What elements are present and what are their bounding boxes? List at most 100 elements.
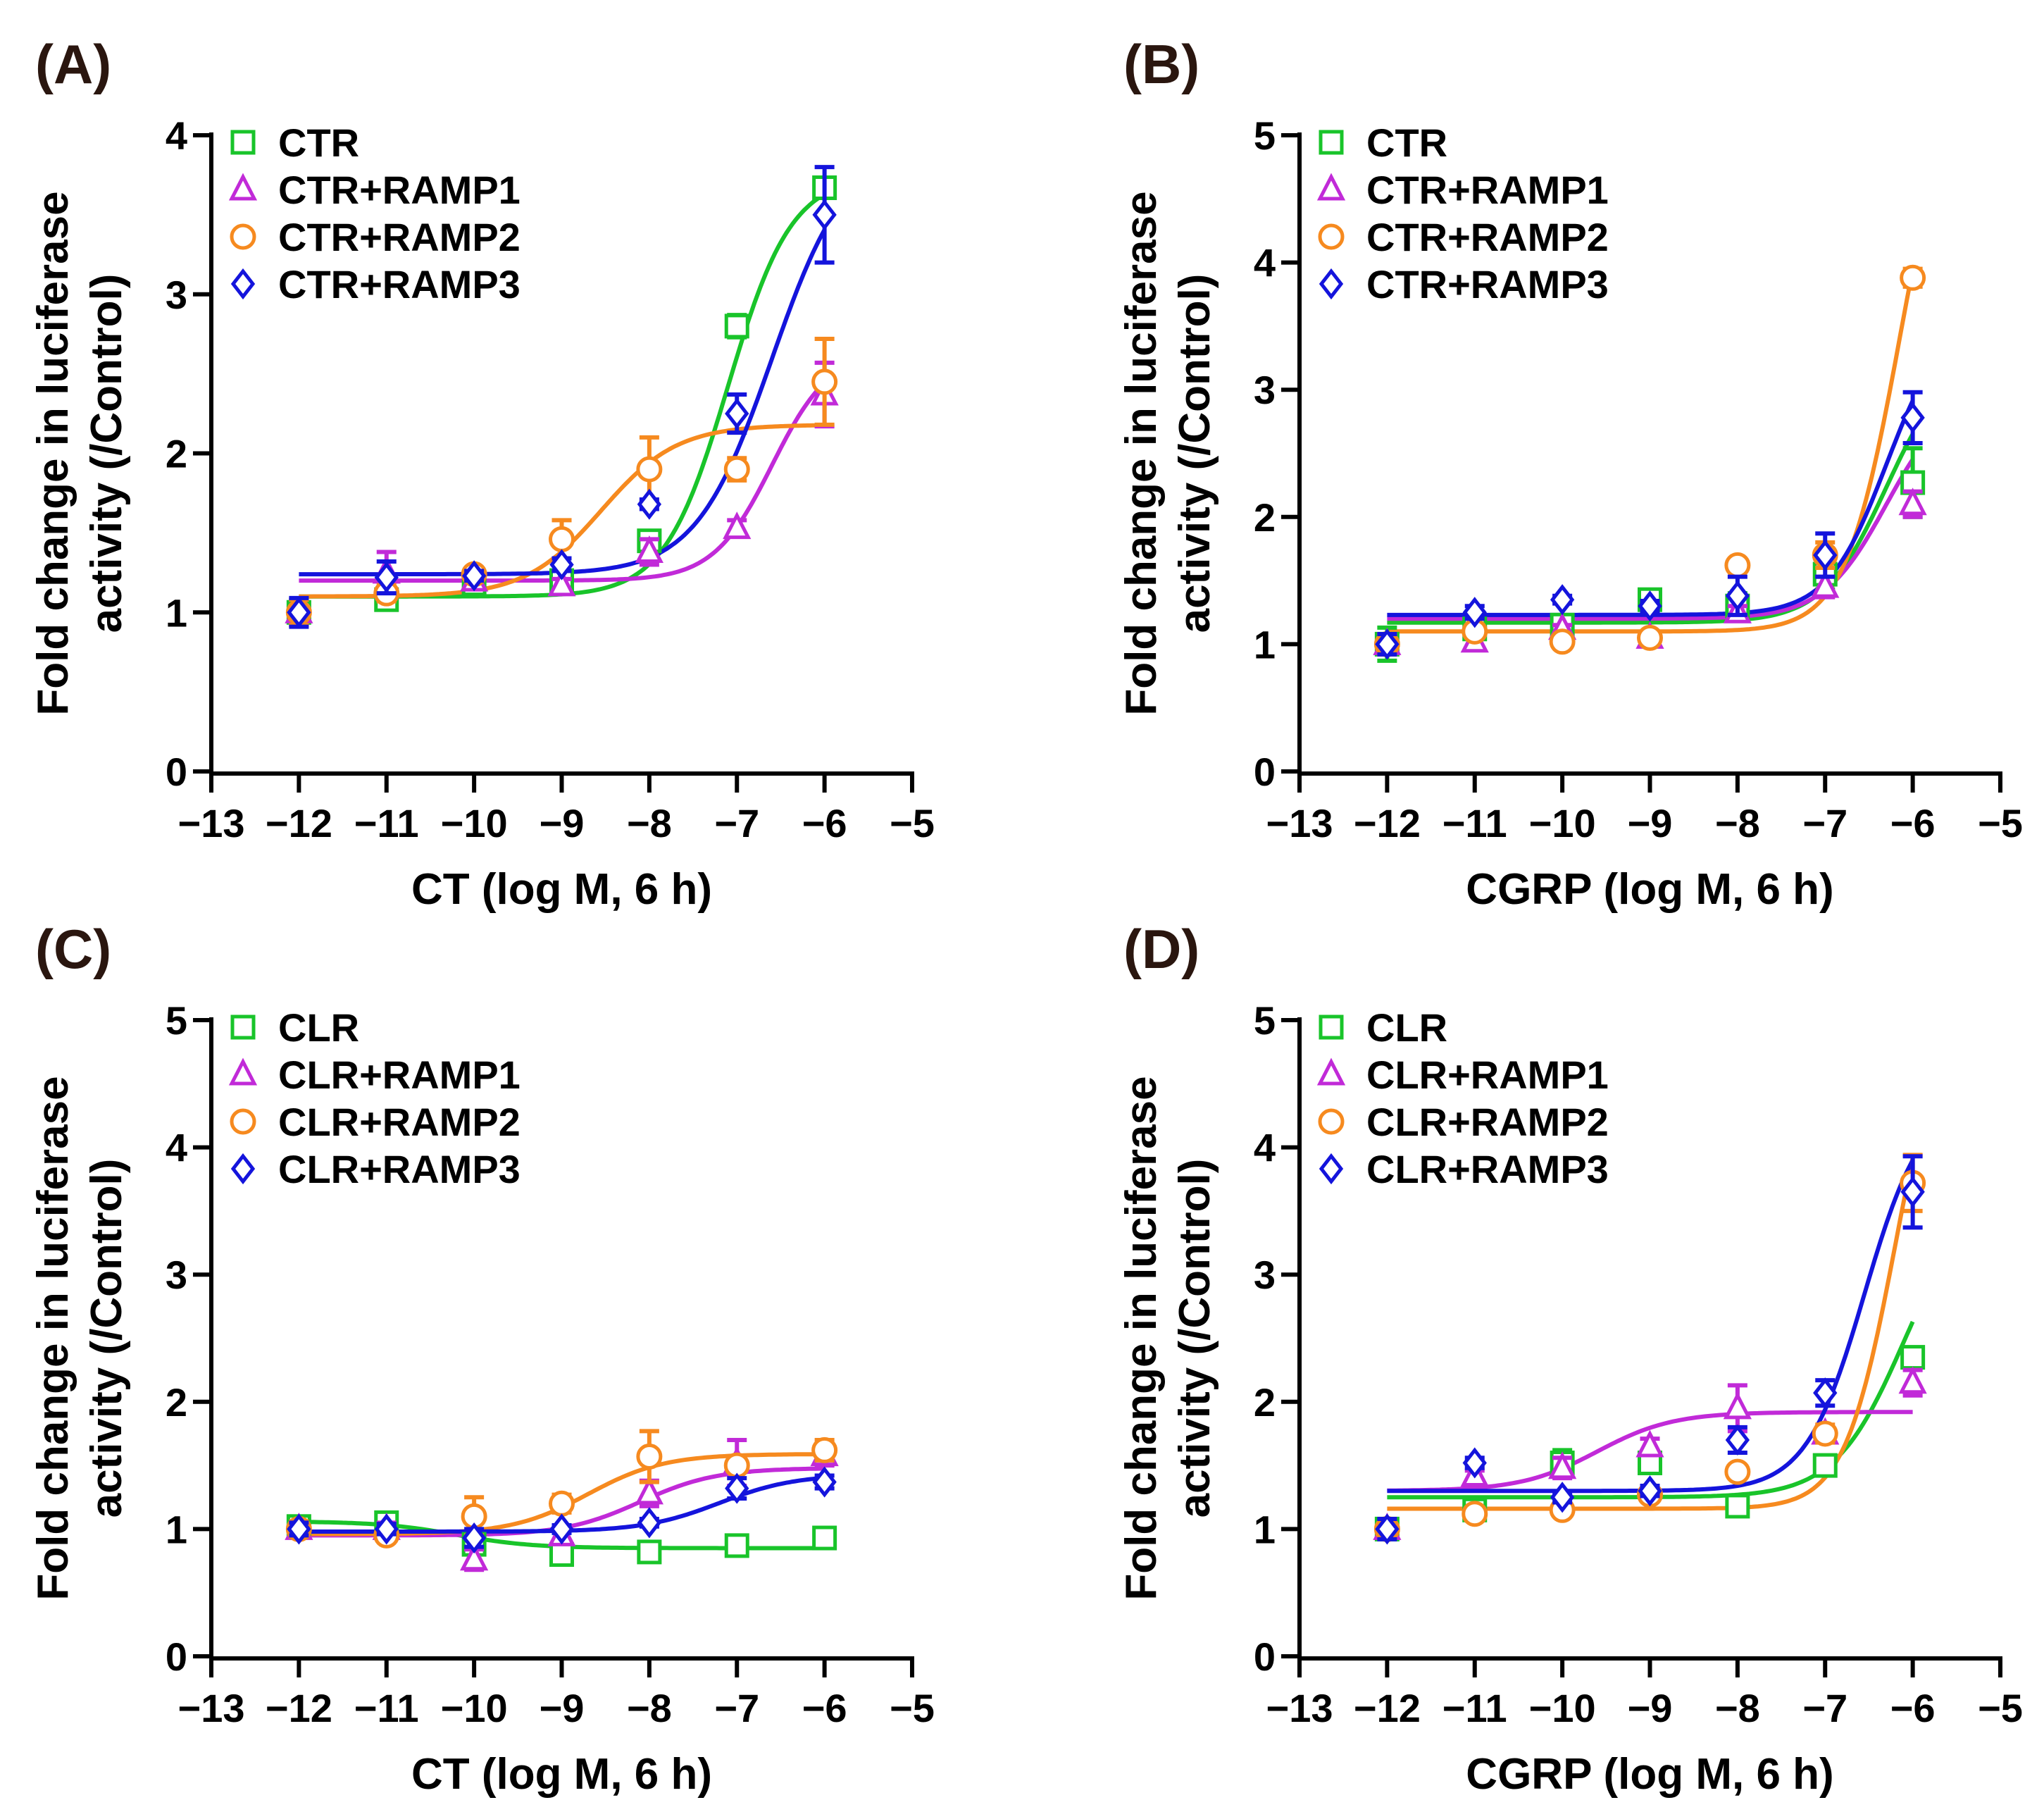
y-tick-label: 3 — [166, 1253, 187, 1297]
legend-label: CLR+RAMP2 — [1366, 1100, 1609, 1144]
legend-label: CTR+RAMP2 — [1366, 215, 1609, 259]
data-point — [1462, 597, 1487, 628]
x-tick-label: −13 — [178, 801, 245, 845]
y-tick-label: 5 — [166, 998, 187, 1043]
x-axis-title: CT (log M, 6 h) — [411, 1750, 712, 1799]
data-point — [724, 1533, 749, 1558]
data-point — [723, 456, 750, 483]
y-tick-label: 3 — [166, 273, 187, 317]
data-point — [287, 1513, 311, 1545]
legend-marker — [1319, 1014, 1344, 1040]
legend-label: CLR — [1366, 1005, 1447, 1050]
x-tick-label: −12 — [266, 801, 332, 845]
x-tick-label: −8 — [627, 801, 672, 845]
x-tick-label: −9 — [540, 801, 585, 845]
x-tick-label: −7 — [1802, 1686, 1847, 1730]
data-point — [1638, 1475, 1662, 1507]
x-tick-label: −11 — [354, 1686, 419, 1730]
legend-marker — [228, 1057, 258, 1086]
legend-marker — [1318, 223, 1345, 250]
x-tick-label: −11 — [1442, 801, 1507, 845]
y-axis-title-line2: activity (/Control) — [1171, 274, 1219, 633]
data-point — [1900, 1345, 1926, 1370]
legend-label: CTR+RAMP1 — [1366, 168, 1609, 212]
legend-label: CTR — [278, 120, 359, 165]
data-point — [1898, 1366, 1927, 1394]
y-tick-label: 5 — [1254, 998, 1276, 1043]
y-tick-label: 1 — [166, 1507, 187, 1551]
data-point — [1462, 1447, 1487, 1479]
y-axis-title-line1: Fold change in luciferase — [1117, 1076, 1166, 1600]
legend-label: CLR+RAMP2 — [278, 1100, 521, 1144]
x-tick-label: −6 — [802, 801, 847, 845]
x-tick-label: −13 — [1266, 801, 1333, 845]
data-point — [1725, 1424, 1750, 1456]
data-point — [1900, 1176, 1925, 1208]
legend-marker — [1316, 173, 1346, 201]
x-tick-label: −12 — [1354, 801, 1421, 845]
y-tick-label: 1 — [1254, 622, 1276, 666]
panel-label: (A) — [35, 33, 111, 95]
x-axis-title: CT (log M, 6 h) — [411, 865, 712, 914]
legend-marker — [1316, 1057, 1346, 1086]
y-tick-label: 2 — [1254, 1380, 1276, 1425]
x-tick-label: −8 — [1715, 1686, 1760, 1730]
legend-marker — [1319, 130, 1344, 155]
x-tick-label: −5 — [1978, 1686, 2023, 1730]
data-point — [1723, 1391, 1752, 1420]
data-point — [1900, 264, 1926, 291]
x-tick-label: −10 — [441, 1686, 508, 1730]
x-tick-label: −11 — [354, 801, 419, 845]
x-axis-title: CGRP (log M, 6 h) — [1466, 1750, 1833, 1799]
legend-label: CLR — [278, 1005, 359, 1050]
y-tick-label: 1 — [166, 590, 187, 635]
data-point — [1550, 1482, 1575, 1513]
data-point — [549, 549, 574, 581]
x-tick-label: −12 — [266, 1686, 332, 1730]
y-tick-label: 4 — [1254, 241, 1276, 285]
data-point — [549, 526, 575, 552]
x-axis-title: CGRP (log M, 6 h) — [1466, 865, 1833, 914]
x-tick-label: −13 — [1266, 1686, 1333, 1730]
data-point — [1900, 402, 1925, 434]
data-point — [637, 488, 662, 520]
legend-marker — [228, 173, 258, 201]
legend-marker — [230, 1014, 256, 1040]
x-tick-label: −7 — [714, 801, 759, 845]
data-point — [812, 1525, 837, 1551]
y-axis-title-line1: Fold change in luciferase — [29, 1076, 77, 1600]
x-tick-label: −10 — [1529, 1686, 1596, 1730]
legend-label: CTR+RAMP3 — [278, 262, 521, 306]
data-point — [812, 1466, 837, 1498]
x-tick-label: −12 — [1354, 1686, 1421, 1730]
data-point — [1375, 1513, 1400, 1545]
data-point — [1812, 1420, 1838, 1447]
data-point — [637, 1539, 662, 1565]
y-tick-label: 0 — [1254, 1634, 1276, 1679]
y-axis-title-line1: Fold change in luciferase — [29, 191, 77, 715]
data-point — [1635, 1429, 1664, 1458]
data-point — [1548, 1451, 1577, 1479]
legend-label: CTR+RAMP1 — [278, 168, 521, 212]
data-point — [1813, 539, 1838, 571]
x-tick-label: −9 — [1628, 1686, 1673, 1730]
data-point — [635, 535, 663, 563]
data-point — [461, 1522, 487, 1554]
x-tick-label: −6 — [1890, 801, 1936, 845]
x-tick-label: −5 — [890, 1686, 935, 1730]
x-tick-label: −9 — [1628, 801, 1673, 845]
y-tick-label: 0 — [1254, 750, 1276, 794]
y-tick-label: 2 — [1254, 495, 1276, 540]
data-point — [287, 597, 311, 628]
y-tick-label: 3 — [1254, 368, 1276, 412]
data-point — [461, 560, 487, 592]
x-tick-label: −6 — [802, 1686, 847, 1730]
data-point — [812, 199, 837, 230]
data-point — [1813, 1377, 1838, 1409]
legend-label: CLR+RAMP3 — [1366, 1147, 1609, 1191]
data-point — [1638, 590, 1662, 622]
x-tick-label: −11 — [1442, 1686, 1507, 1730]
legend-marker — [230, 223, 256, 250]
data-point — [636, 456, 663, 483]
x-tick-label: −13 — [178, 1686, 245, 1730]
